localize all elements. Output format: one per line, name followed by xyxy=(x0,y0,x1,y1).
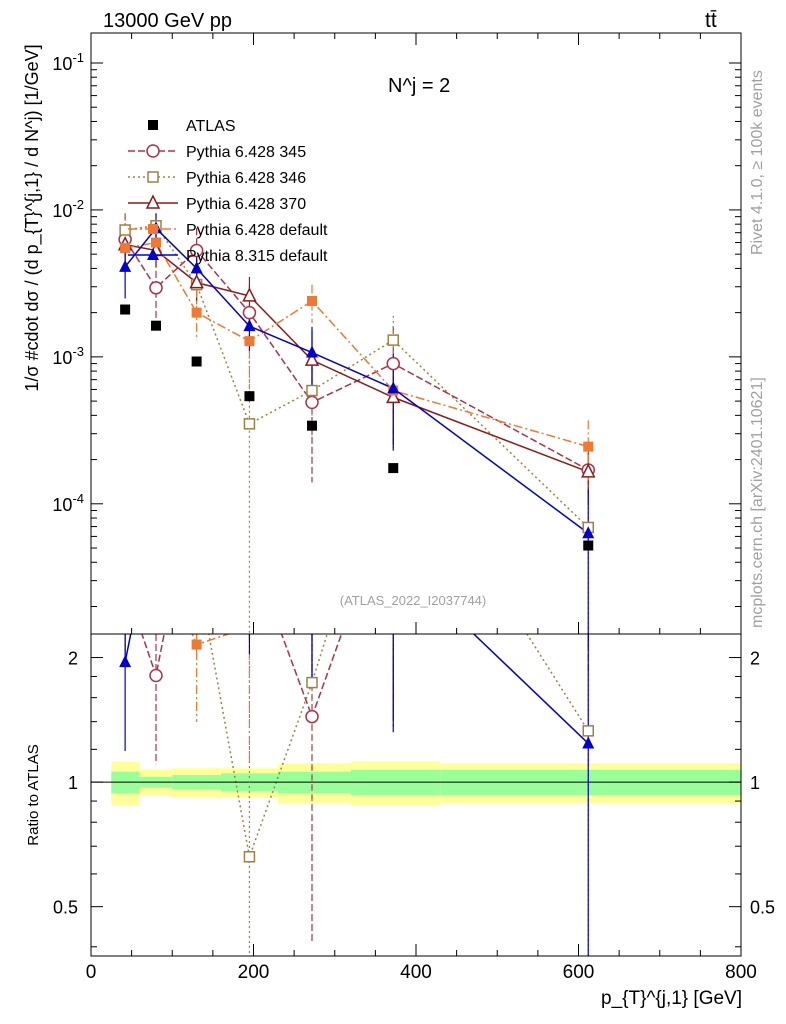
series-1-point xyxy=(149,281,163,295)
series-3-point xyxy=(581,463,596,478)
side-note-bottom: mcplots.cern.ch [arXiv:2401.10621] xyxy=(749,377,766,628)
series-4-point xyxy=(120,243,131,254)
header-right: tt̄ xyxy=(705,9,717,32)
series-4-legend-label: Pythia 6.428 default xyxy=(186,222,328,239)
series-2-point xyxy=(243,418,256,430)
series-5-ratio-line xyxy=(124,634,589,744)
series-0-point xyxy=(388,463,399,474)
series-1-legend-label: Pythia 6.428 345 xyxy=(186,144,306,161)
series-4-point xyxy=(307,296,317,307)
x-tick-label: 800 xyxy=(725,962,757,983)
series-2-ratio-point xyxy=(582,725,594,737)
series-0-point xyxy=(244,391,255,402)
series-2-point xyxy=(119,224,131,236)
series-4-point xyxy=(191,307,202,318)
series-0-legend-label: ATLAS xyxy=(186,118,236,135)
series-2-point xyxy=(306,384,318,397)
series-1-point xyxy=(242,305,257,320)
ratio-tick-label-right: 0.5 xyxy=(750,898,775,918)
series-2-legend-label: Pythia 6.428 346 xyxy=(186,170,306,187)
series-5-point xyxy=(119,259,132,272)
series-5-point xyxy=(190,261,203,274)
series-3-ratio-line xyxy=(125,500,588,597)
analysis-label: (ATLAS_2022_I2037744) xyxy=(340,593,486,608)
series-3-point xyxy=(189,273,204,289)
series-3-point xyxy=(386,388,401,404)
series-5-legend-label: Pythia 8.315 default xyxy=(186,248,328,265)
series-2-ratio-point xyxy=(243,851,256,863)
y-tick-label: 10-4 xyxy=(52,491,84,515)
x-tick-label: 200 xyxy=(238,962,270,983)
series-0-point xyxy=(120,304,131,315)
series-2-legend-marker xyxy=(147,171,159,183)
series-3-point xyxy=(304,351,320,366)
series-1-point xyxy=(189,243,204,258)
series-0-point xyxy=(191,356,202,367)
series-0-point xyxy=(307,420,317,431)
series-5-ratio-point xyxy=(582,736,595,749)
series-1-ratio-point xyxy=(305,709,319,724)
series-5-point xyxy=(387,381,400,394)
series-5-point xyxy=(243,319,256,332)
series-1-point xyxy=(305,395,319,410)
series-1-legend-marker xyxy=(146,144,160,158)
header-left: 13000 GeV pp xyxy=(103,10,232,32)
series-3-point xyxy=(242,287,257,302)
series-0-point xyxy=(583,540,594,551)
series-1-ratio-point xyxy=(149,668,163,683)
series-2-ratio-point xyxy=(306,676,318,689)
ratio-tick-label-right: 1 xyxy=(750,773,760,793)
ratio-bands xyxy=(111,761,741,806)
series-2-point xyxy=(387,334,399,346)
x-tick-label: 0 xyxy=(86,962,97,983)
series-0-point xyxy=(151,320,161,331)
axes-ticks: 0 200 400 600 800 10-4 10-3 10-2 10-1 0.5 0.5 1 1 2 2 xyxy=(52,33,775,983)
series-5-point xyxy=(306,345,318,358)
error-bars xyxy=(124,213,589,956)
ratio-tick-label-left: 1 xyxy=(68,773,78,793)
series-1-line xyxy=(124,239,589,471)
y-tick-label: 10-3 xyxy=(52,344,84,368)
data-markers xyxy=(117,220,596,863)
plot-title: N^j = 2 xyxy=(388,75,450,97)
series-4-ratio-line xyxy=(191,634,231,646)
series-4-point xyxy=(151,237,161,248)
series-4-ratio-point xyxy=(191,639,202,650)
ratio-tick-label-left: 0.5 xyxy=(53,898,78,918)
x-tick-label: 400 xyxy=(400,962,432,983)
y-axis-label: 1/σ #cdot dσ / (d p_{T}^{j,1} / d N^j) [… xyxy=(22,44,43,391)
ratio-tick-label-right: 2 xyxy=(750,649,760,669)
series-1-point xyxy=(386,356,400,371)
legend: ATLAS Pythia 6.428 345 Pythia 6.428 346 Pyt… xyxy=(128,118,328,265)
series-4-point xyxy=(583,441,594,452)
ratio-tick-label-left: 2 xyxy=(68,649,78,669)
x-tick-label: 600 xyxy=(563,962,595,983)
y-tick-label: 10-1 xyxy=(52,50,84,74)
y-tick-label: 10-2 xyxy=(52,197,84,221)
series-3-legend-marker xyxy=(145,194,161,209)
ratio-y-axis-label: Ratio to ATLAS xyxy=(25,744,42,845)
series-4-legend-marker xyxy=(148,224,158,234)
series-3-legend-label: Pythia 6.428 370 xyxy=(186,196,306,213)
series-4-point xyxy=(244,336,255,347)
series-0-legend-marker xyxy=(148,120,158,130)
side-note-top: Rivet 4.1.0, ≥ 100k events xyxy=(749,70,766,255)
series-5-point xyxy=(582,526,595,539)
x-axis-label: p_{T}^{j,1} [GeV] xyxy=(601,988,742,1009)
series-5-legend-marker xyxy=(147,248,159,260)
series-5-ratio-point xyxy=(119,655,132,668)
